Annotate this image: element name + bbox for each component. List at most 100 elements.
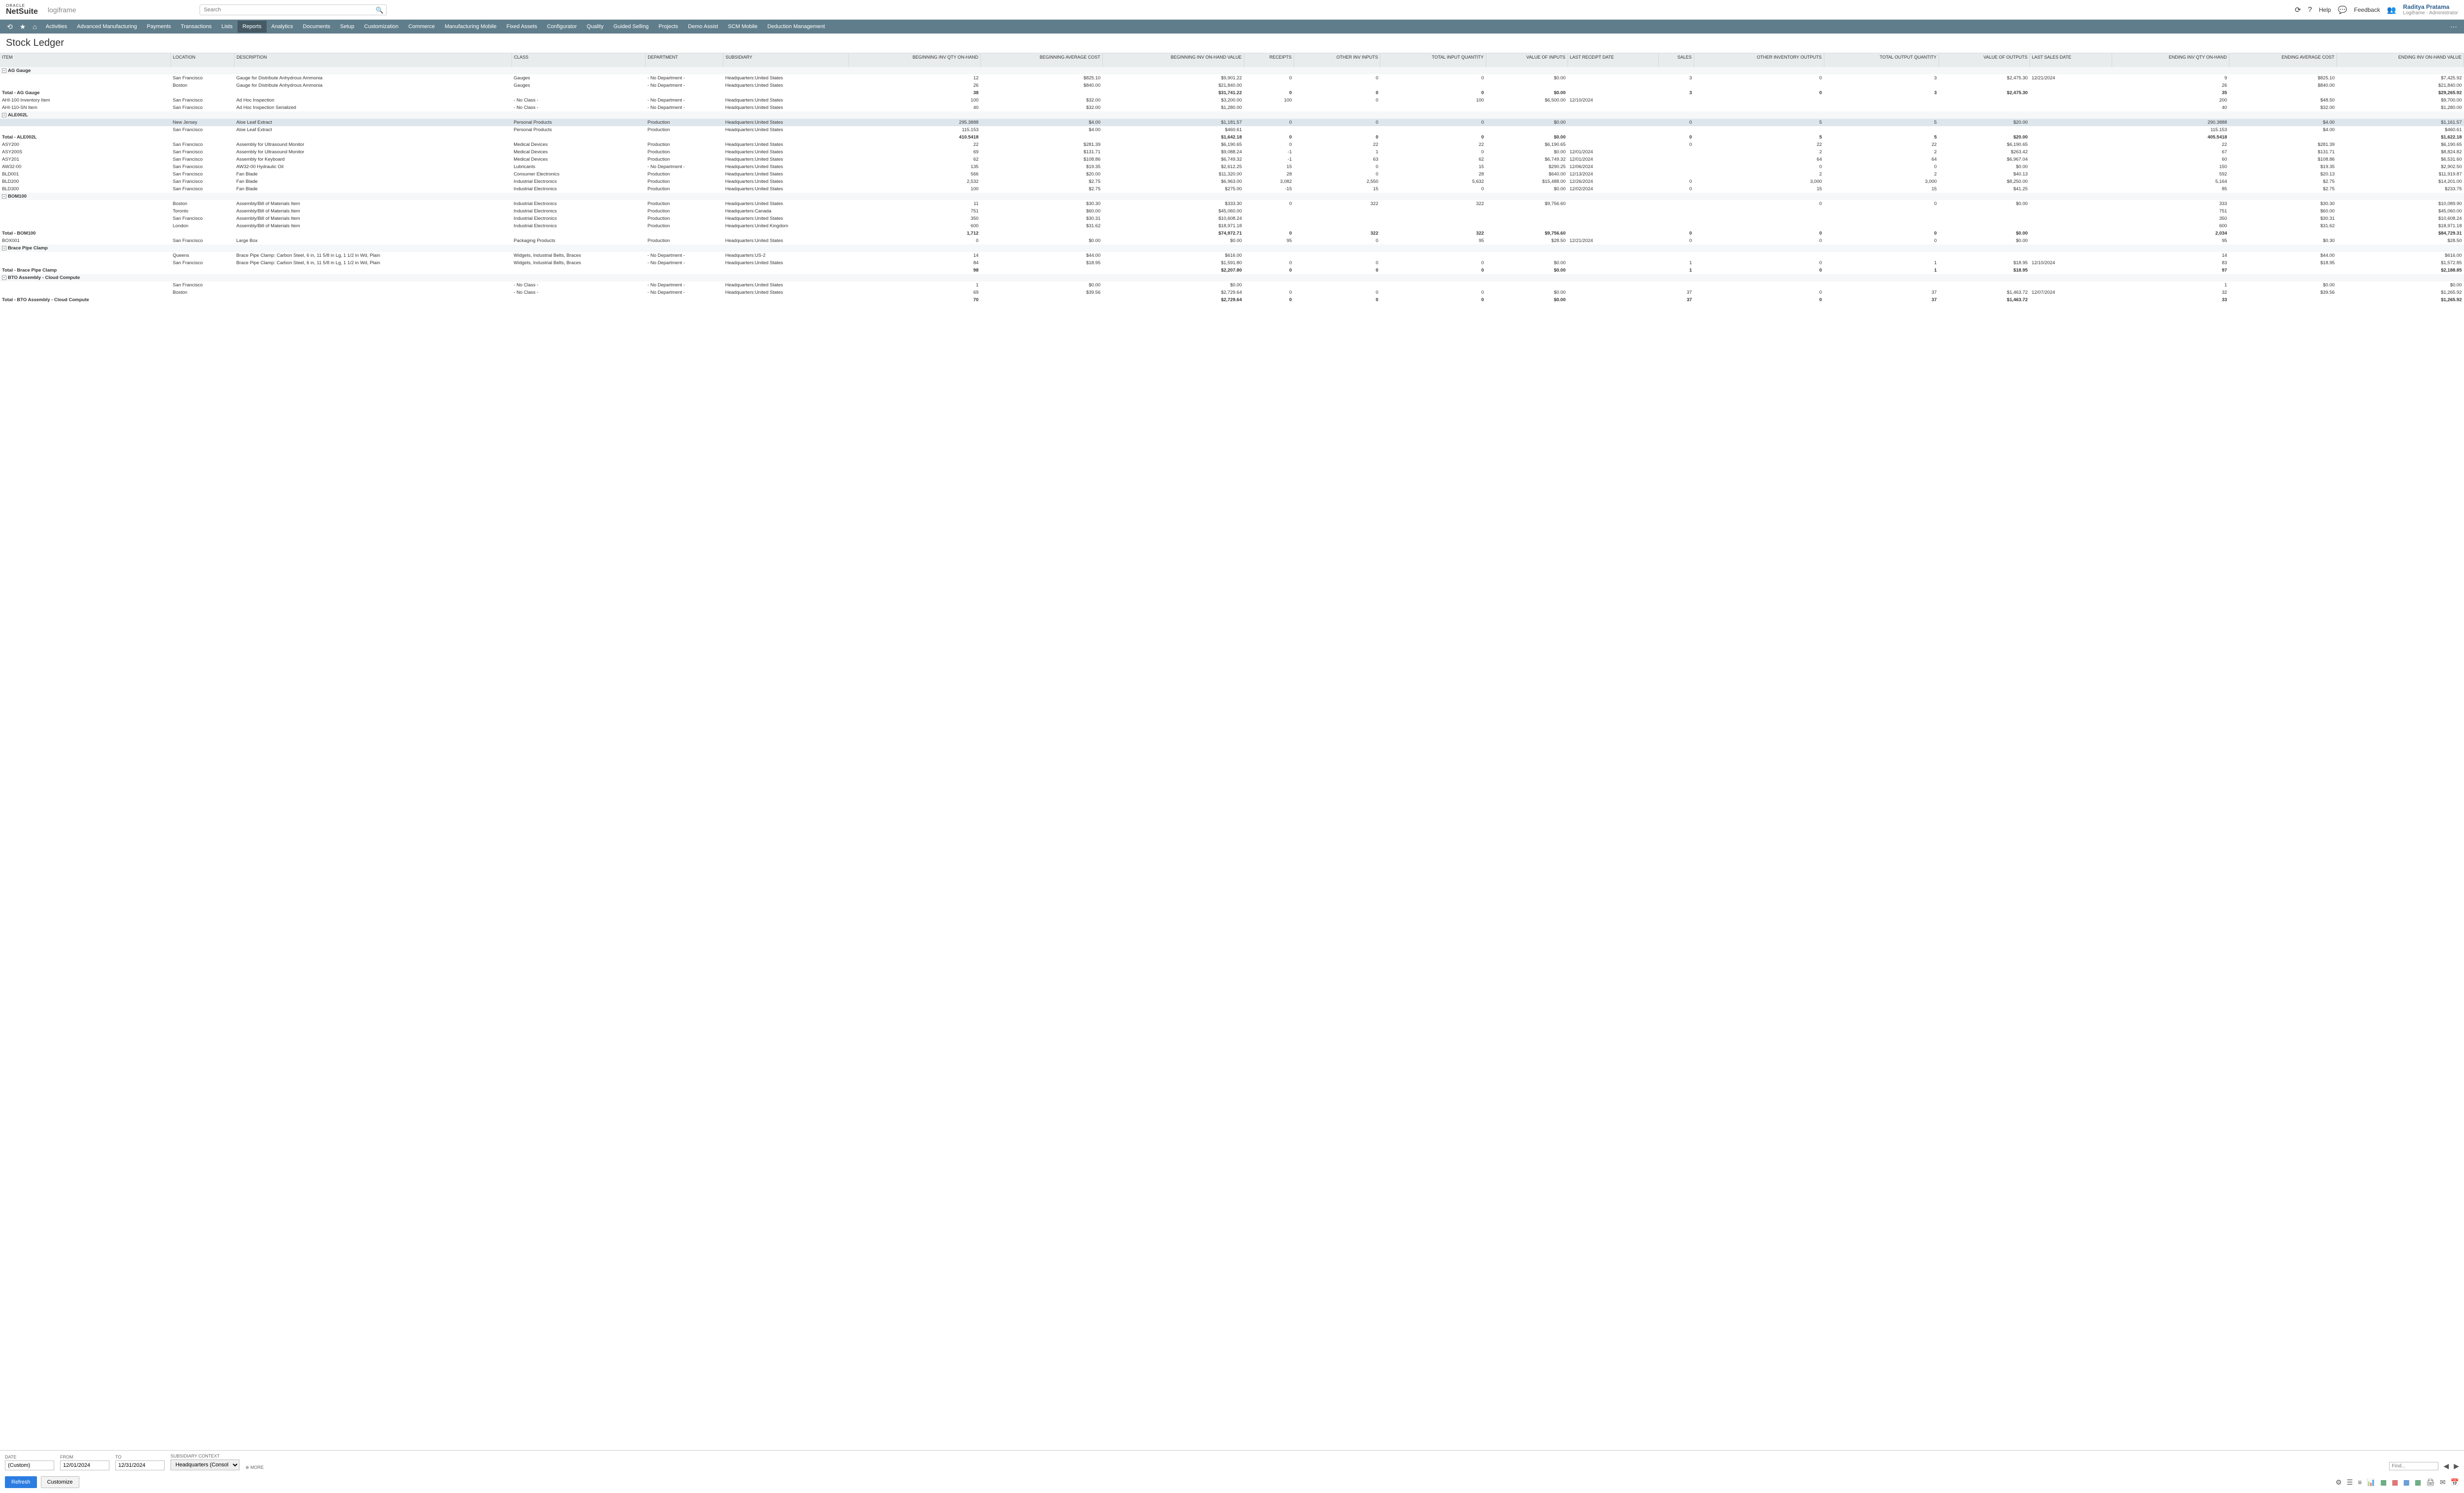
- expand-icon[interactable]: -: [2, 246, 6, 250]
- table-row[interactable]: LondonAssembly/Bill of Materials ItemInd…: [0, 222, 2464, 230]
- col-header[interactable]: OTHER INVENTORY OUTPUTS: [1694, 53, 1824, 67]
- col-header[interactable]: LAST SALES DATE: [2030, 53, 2112, 67]
- table-row[interactable]: BLD200San FranciscoFan BladeIndustrial E…: [0, 178, 2464, 185]
- table-row[interactable]: ASY200SSan FranciscoAssembly for Ultraso…: [0, 148, 2464, 156]
- nav-transactions[interactable]: Transactions: [176, 21, 217, 33]
- email-icon[interactable]: ✉: [2440, 1478, 2446, 1487]
- nav-prev-icon[interactable]: ◀: [2443, 1462, 2449, 1470]
- nav-payments[interactable]: Payments: [142, 21, 176, 33]
- nav-guided-selling[interactable]: Guided Selling: [609, 21, 654, 33]
- tree-icon[interactable]: ☰: [2347, 1478, 2353, 1487]
- table-row[interactable]: San FranciscoAssembly/Bill of Materials …: [0, 215, 2464, 222]
- nav-activities[interactable]: Activities: [41, 21, 72, 33]
- detail-icon[interactable]: ≡: [2358, 1478, 2362, 1486]
- nav-commerce[interactable]: Commerce: [404, 21, 440, 33]
- col-header[interactable]: DEPARTMENT: [646, 53, 723, 67]
- nav-quality[interactable]: Quality: [582, 21, 609, 33]
- global-search-input[interactable]: [200, 4, 387, 15]
- nav-deduction-management[interactable]: Deduction Management: [762, 21, 830, 33]
- col-header[interactable]: VALUE OF OUTPUTS: [1939, 53, 2030, 67]
- table-row[interactable]: BostonAssembly/Bill of Materials ItemInd…: [0, 200, 2464, 208]
- nav-configurator[interactable]: Configurator: [542, 21, 582, 33]
- nav-fixed-assets[interactable]: Fixed Assets: [502, 21, 542, 33]
- nav-scm-mobile[interactable]: SCM Mobile: [723, 21, 762, 33]
- table-row[interactable]: BLD001San FranciscoFan BladeConsumer Ele…: [0, 171, 2464, 178]
- table-row[interactable]: Total - Brace Pipe Clamp98$2,207.80000$0…: [0, 267, 2464, 274]
- table-row[interactable]: Total - BOM1001,712$74,972.710322322$9,7…: [0, 230, 2464, 237]
- star-icon[interactable]: ★: [17, 23, 29, 31]
- customize-button[interactable]: Customize: [41, 1476, 79, 1488]
- table-row[interactable]: AW32-00San FranciscoAW32-00 Hydraulic Oi…: [0, 163, 2464, 171]
- col-header[interactable]: ENDING INV ON-HAND VALUE: [2337, 53, 2464, 67]
- nav-advanced-manufacturing[interactable]: Advanced Manufacturing: [72, 21, 142, 33]
- table-row[interactable]: -BOM100: [0, 193, 2464, 200]
- sync-icon[interactable]: ⟳: [2295, 5, 2301, 14]
- export-xls-icon[interactable]: ▦: [2380, 1478, 2387, 1487]
- table-row[interactable]: AHI-100 Inventory ItemSan FranciscoAd Ho…: [0, 97, 2464, 104]
- col-header[interactable]: TOTAL OUTPUT QUANTITY: [1824, 53, 1939, 67]
- home-icon[interactable]: ⌂: [30, 23, 39, 31]
- nav-customization[interactable]: Customization: [359, 21, 404, 33]
- search-icon[interactable]: 🔍: [376, 6, 383, 14]
- table-row[interactable]: ASY200San FranciscoAssembly for Ultrasou…: [0, 141, 2464, 148]
- recent-icon[interactable]: ⟲: [4, 23, 16, 31]
- table-row[interactable]: -ALE002L: [0, 111, 2464, 119]
- user-menu[interactable]: Raditya Pratama Logiframe - Administrato…: [2403, 3, 2458, 16]
- expand-icon[interactable]: -: [2, 113, 6, 117]
- table-row[interactable]: Boston- No Class -- No Department -Headq…: [0, 289, 2464, 296]
- table-row[interactable]: New JerseyAloe Leaf ExtractPersonal Prod…: [0, 119, 2464, 126]
- col-header[interactable]: VALUE OF INPUTS: [1486, 53, 1568, 67]
- help-icon[interactable]: ?: [2308, 5, 2312, 14]
- expand-icon[interactable]: -: [2, 69, 6, 73]
- table-row[interactable]: BOX001San FranciscoLarge BoxPackaging Pr…: [0, 237, 2464, 244]
- print-icon[interactable]: 🖨: [2426, 1478, 2435, 1487]
- table-row[interactable]: Total - ALE002L410.5418$1,642.18000$0.00…: [0, 134, 2464, 141]
- col-header[interactable]: SUBSIDIARY: [723, 53, 849, 67]
- refresh-button[interactable]: Refresh: [5, 1476, 37, 1488]
- to-input[interactable]: [115, 1460, 165, 1470]
- subsidiary-select[interactable]: Headquarters (Consolidated): [171, 1459, 240, 1470]
- table-row[interactable]: San FranciscoAloe Leaf ExtractPersonal P…: [0, 126, 2464, 134]
- nav-next-icon[interactable]: ▶: [2454, 1462, 2459, 1470]
- feedback-icon[interactable]: 💬: [2338, 5, 2347, 14]
- col-header[interactable]: BEGINNING AVERAGE COST: [981, 53, 1102, 67]
- nav-documents[interactable]: Documents: [298, 21, 336, 33]
- table-row[interactable]: -Brace Pipe Clamp: [0, 244, 2464, 252]
- help-link[interactable]: Help: [2319, 6, 2331, 13]
- table-row[interactable]: San Francisco- No Class -- No Department…: [0, 281, 2464, 289]
- table-row[interactable]: San FranciscoBrace Pipe Clamp: Carbon St…: [0, 259, 2464, 267]
- table-row[interactable]: BLD300San FranciscoFan BladeIndustrial E…: [0, 185, 2464, 193]
- col-header[interactable]: ITEM: [0, 53, 171, 67]
- feedback-link[interactable]: Feedback: [2354, 6, 2380, 13]
- table-row[interactable]: QueensBrace Pipe Clamp: Carbon Steel, 6 …: [0, 252, 2464, 259]
- col-header[interactable]: TOTAL INPUT QUANTITY: [1380, 53, 1486, 67]
- table-row[interactable]: -AG Gauge: [0, 67, 2464, 74]
- export-pdf-icon[interactable]: ▦: [2392, 1478, 2398, 1487]
- col-header[interactable]: LAST RECEIPT DATE: [1568, 53, 1659, 67]
- table-row[interactable]: BostonGauge for Distribute Anhydrous Amm…: [0, 82, 2464, 89]
- col-header[interactable]: RECEIPTS: [1244, 53, 1294, 67]
- table-row[interactable]: TorontoAssembly/Bill of Materials ItemIn…: [0, 208, 2464, 215]
- table-row[interactable]: Total - BTO Assembly - Cloud Compute70$2…: [0, 296, 2464, 304]
- col-header[interactable]: DESCRIPTION: [235, 53, 512, 67]
- col-header[interactable]: SALES: [1659, 53, 1694, 67]
- col-header[interactable]: BEGINNING INV ON-HAND VALUE: [1102, 53, 1244, 67]
- more-filters[interactable]: ⊕ MORE: [245, 1465, 264, 1470]
- date-input[interactable]: [5, 1460, 54, 1470]
- nav-manufacturing-mobile[interactable]: Manufacturing Mobile: [440, 21, 501, 33]
- nav-projects[interactable]: Projects: [653, 21, 683, 33]
- export-doc-icon[interactable]: ▦: [2403, 1478, 2410, 1487]
- find-input[interactable]: [2389, 1462, 2438, 1470]
- col-header[interactable]: CLASS: [512, 53, 646, 67]
- table-row[interactable]: Total - AG Gauge38$31,741.22000$0.00303$…: [0, 89, 2464, 97]
- expand-icon[interactable]: -: [2, 194, 6, 199]
- expand-icon[interactable]: -: [2, 276, 6, 280]
- col-header[interactable]: ENDING AVERAGE COST: [2229, 53, 2336, 67]
- table-row[interactable]: -BTO Assembly - Cloud Compute: [0, 274, 2464, 281]
- nav-reports[interactable]: Reports: [238, 21, 267, 33]
- user-icon[interactable]: 👥: [2387, 5, 2396, 14]
- table-row[interactable]: AHI-110-SN ItemSan FranciscoAd Hoc Inspe…: [0, 104, 2464, 111]
- col-header[interactable]: ENDING INV QTY ON-HAND: [2112, 53, 2229, 67]
- chart-icon[interactable]: 📊: [2367, 1478, 2375, 1487]
- from-input[interactable]: [60, 1460, 109, 1470]
